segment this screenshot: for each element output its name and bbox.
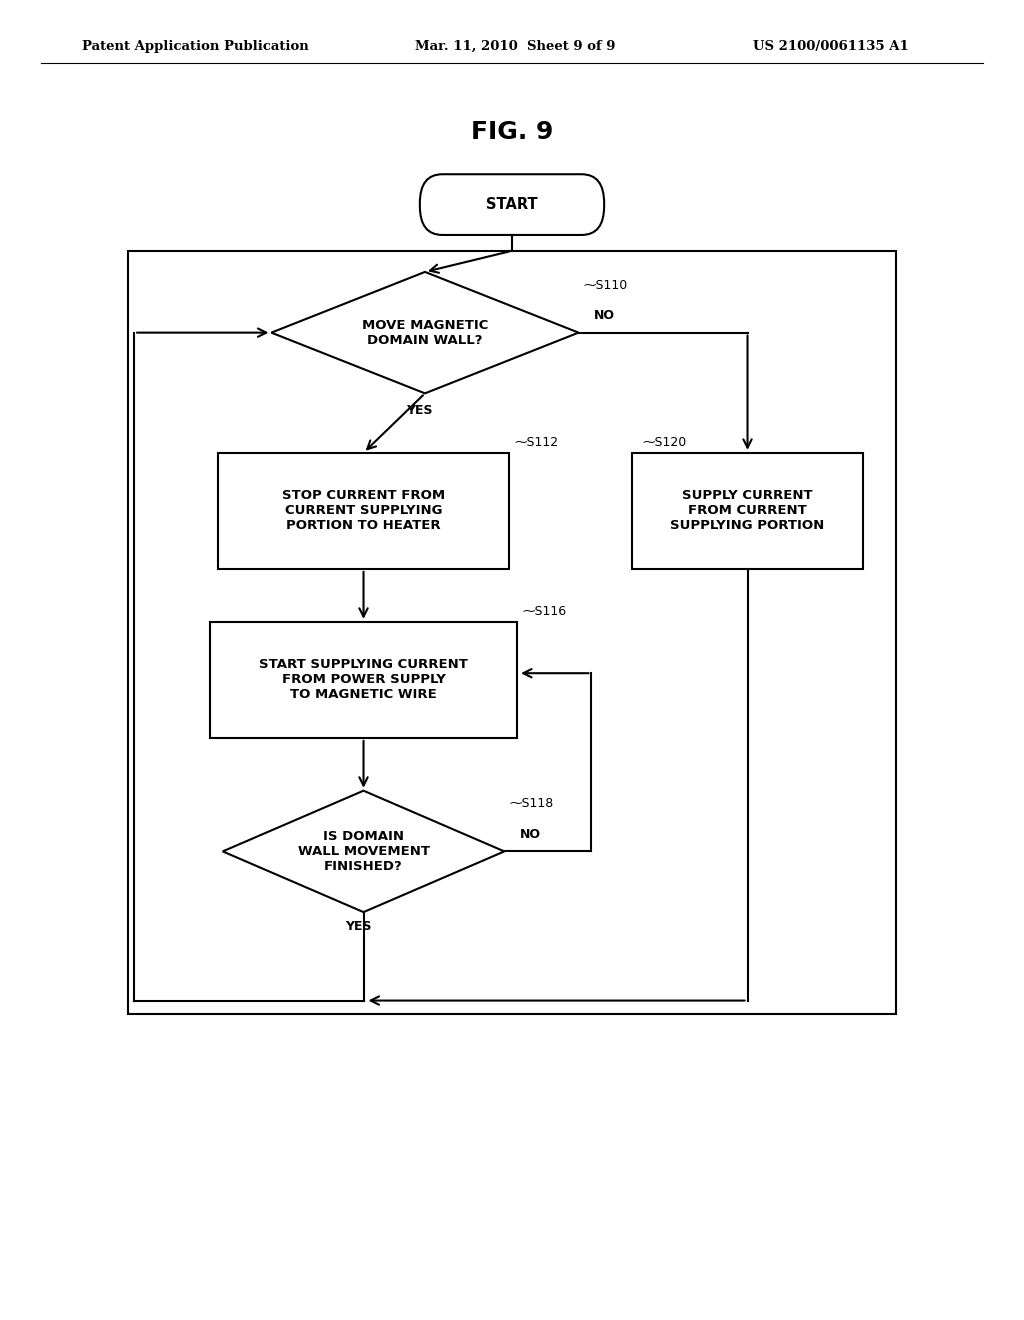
Text: ⁓S118: ⁓S118 <box>510 797 554 810</box>
Text: ⁓S110: ⁓S110 <box>584 279 628 292</box>
Text: NO: NO <box>594 309 615 322</box>
Text: Mar. 11, 2010  Sheet 9 of 9: Mar. 11, 2010 Sheet 9 of 9 <box>415 40 615 53</box>
Text: IS DOMAIN
WALL MOVEMENT
FINISHED?: IS DOMAIN WALL MOVEMENT FINISHED? <box>298 830 429 873</box>
Text: YES: YES <box>345 920 372 933</box>
Bar <box>217 453 509 569</box>
Text: SUPPLY CURRENT
FROM CURRENT
SUPPLYING PORTION: SUPPLY CURRENT FROM CURRENT SUPPLYING PO… <box>671 490 824 532</box>
Text: NO: NO <box>519 828 541 841</box>
Text: ⁓S112: ⁓S112 <box>514 436 559 449</box>
Text: US 2100/0061135 A1: US 2100/0061135 A1 <box>753 40 908 53</box>
Polygon shape <box>271 272 579 393</box>
Polygon shape <box>222 791 504 912</box>
Text: START SUPPLYING CURRENT
FROM POWER SUPPLY
TO MAGNETIC WIRE: START SUPPLYING CURRENT FROM POWER SUPPL… <box>259 659 468 701</box>
Text: Patent Application Publication: Patent Application Publication <box>82 40 308 53</box>
Text: STOP CURRENT FROM
CURRENT SUPPLYING
PORTION TO HEATER: STOP CURRENT FROM CURRENT SUPPLYING PORT… <box>282 490 445 532</box>
Text: ⁓S116: ⁓S116 <box>522 605 566 618</box>
Bar <box>128 251 896 1014</box>
Text: ⁓S120: ⁓S120 <box>643 436 687 449</box>
FancyBboxPatch shape <box>420 174 604 235</box>
Text: MOVE MAGNETIC
DOMAIN WALL?: MOVE MAGNETIC DOMAIN WALL? <box>361 318 488 347</box>
Text: YES: YES <box>407 404 433 417</box>
Text: FIG. 9: FIG. 9 <box>471 120 553 144</box>
Bar <box>210 622 517 738</box>
Text: START: START <box>486 197 538 213</box>
Bar <box>632 453 862 569</box>
